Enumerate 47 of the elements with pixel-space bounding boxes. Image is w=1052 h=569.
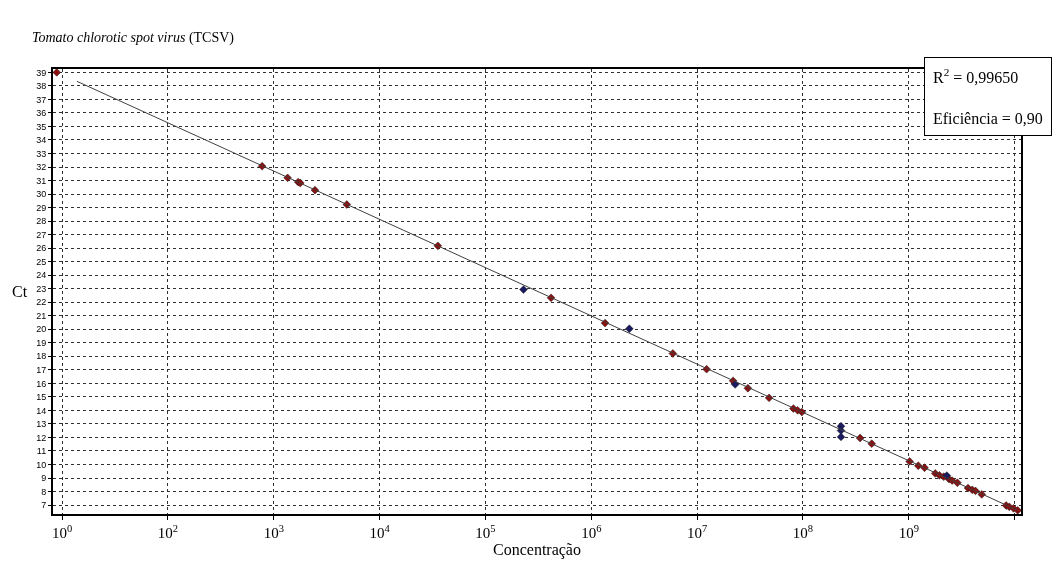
y-tick-label: 38: [36, 81, 47, 92]
y-tick-label: 19: [36, 337, 47, 348]
y-tick-label: 7: [41, 500, 47, 511]
y-tick-label: 18: [36, 351, 47, 362]
y-tick-label: 20: [36, 324, 47, 335]
x-tick-label: 10$^{6}$: [581, 522, 602, 541]
y-tick-label: 30: [36, 189, 47, 200]
y-tick-label: 13: [36, 419, 47, 430]
y-tick-label: 25: [36, 256, 47, 267]
y-tick-label: 31: [36, 175, 47, 186]
y-tick-label: 11: [36, 446, 47, 457]
x-tick-label: 10$^{9}$: [898, 522, 919, 541]
annotation: Eficiência = 0,90: [933, 110, 1043, 128]
y-tick-label: 29: [36, 202, 47, 213]
y-tick-label: 32: [36, 162, 47, 173]
x-tick-label: 10$^{7}$: [686, 522, 708, 541]
x-tick-label: 10$^{4}$: [369, 522, 391, 541]
y-tick-label: 36: [36, 108, 47, 119]
y-tick-label: 17: [36, 365, 47, 376]
y-axis-title: Ct: [12, 283, 28, 300]
y-tick-label: 24: [36, 270, 47, 281]
y-tick-label: 26: [36, 243, 47, 254]
y-tick-label: 10: [36, 459, 47, 470]
y-tick-label: 14: [36, 405, 47, 416]
chart-title: Tomato chlorotic spot virus (TCSV): [32, 30, 235, 46]
y-tick-label: 16: [36, 378, 47, 389]
x-tick-label: 10$^{8}$: [792, 522, 814, 541]
x-tick-label: 10$^{3}$: [263, 522, 284, 541]
y-tick-label: 22: [36, 297, 47, 308]
y-tick-label: 23: [36, 283, 47, 294]
x-axis-title: Concentração: [493, 541, 581, 559]
y-tick-label: 9: [41, 473, 47, 484]
annotation: R$^{2}$ = 0,99650: [933, 66, 1019, 86]
y-tick-label: 12: [36, 432, 47, 443]
y-tick-label: 37: [36, 94, 47, 105]
y-tick-label: 15: [36, 392, 47, 403]
y-tick-label: 33: [36, 148, 47, 159]
y-tick-label: 27: [36, 229, 47, 240]
y-tick-label: 35: [36, 121, 47, 132]
x-tick-label: 10$^{2}$: [157, 522, 179, 541]
y-tick-label: 28: [36, 216, 47, 227]
y-tick-label: 8: [41, 486, 47, 497]
y-tick-label: 21: [36, 310, 47, 321]
x-tick-label: 10$^{5}$: [475, 522, 496, 541]
y-tick-label: 34: [36, 135, 47, 146]
y-tick-label: 39: [36, 67, 47, 78]
text: 10$^{0}$: [52, 523, 73, 542]
